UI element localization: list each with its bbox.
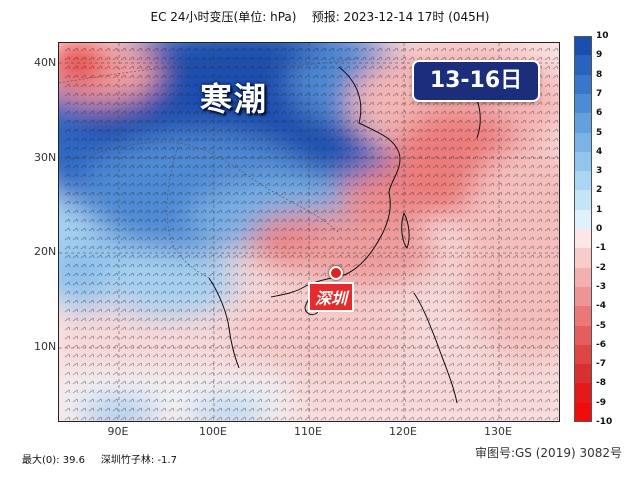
lon-label-100e: 100E	[199, 425, 227, 438]
cold-wave-label: 寒潮	[200, 80, 269, 118]
colorbar-tick-label: -6	[596, 339, 606, 350]
colorbar-cell	[574, 286, 592, 307]
colorbar-cell	[574, 55, 592, 76]
colorbar-cell	[574, 209, 592, 230]
lat-label-10n: 10N	[34, 340, 57, 353]
colorbar-tick-label: 8	[596, 69, 603, 80]
lat-label-20n: 20N	[34, 245, 57, 258]
colorbar-tick-label: 2	[596, 185, 603, 196]
colorbar-cell	[574, 36, 592, 56]
lon-label-90e: 90E	[107, 425, 129, 438]
colorbar-tick-label: 9	[596, 50, 603, 61]
lat-label-40n: 40N	[34, 56, 57, 69]
colorbar-cell	[574, 171, 592, 191]
colorbar-tick-label: 10	[596, 31, 609, 41]
colorbar-tick-label: 4	[596, 146, 603, 157]
colorbar-cell	[574, 344, 592, 365]
colorbar-tick-label: -8	[596, 378, 606, 389]
lat-label-30n: 30N	[34, 151, 57, 164]
colorbar-cell	[574, 325, 592, 346]
colorbar-tick-label: -10	[596, 417, 613, 427]
colorbar-tick-label: 1	[596, 204, 603, 215]
city-label: 深圳	[308, 282, 355, 312]
lon-label-110e: 110E	[294, 425, 322, 438]
colorbar-cell	[574, 132, 592, 153]
colorbar-cell	[574, 364, 592, 384]
colorbar-cell	[574, 151, 592, 172]
colorbar-cell	[574, 402, 592, 423]
colorbar-cell	[574, 93, 592, 114]
colorbar-tick-label: -7	[596, 359, 606, 370]
colorbar-tick-label: -4	[596, 301, 606, 312]
colorbar-cell	[574, 74, 592, 95]
colorbar-cell	[574, 229, 592, 249]
colorbar-tick-label: -1	[596, 243, 606, 254]
colorbar-cell	[574, 383, 592, 404]
colorbar-cell	[574, 267, 592, 288]
lon-label-130e: 130E	[484, 425, 512, 438]
colorbar-tick-label: 3	[596, 166, 603, 177]
lon-label-120e: 120E	[389, 425, 417, 438]
colorbar-tick-label: -2	[596, 262, 606, 273]
colorbar-tick-label: -3	[596, 281, 606, 292]
date-range-badge: 13-16日	[414, 62, 538, 100]
map-approval-number: 审图号:GS (2019) 3082号	[474, 446, 622, 460]
colorbar-cell	[574, 113, 592, 133]
colorbar-cell	[574, 190, 592, 211]
city-marker	[329, 266, 343, 280]
footer-stats: 最大(0): 39.6 深圳竹子林: -1.7	[22, 455, 177, 466]
colorbar-cell	[574, 248, 592, 269]
colorbar-tick-label: 5	[596, 127, 603, 138]
borders	[59, 57, 360, 279]
colorbar-tick-label: 7	[596, 88, 603, 99]
colorbar-tick-label: -5	[596, 320, 606, 331]
colorbar	[574, 36, 592, 423]
colorbar-tick-label: 0	[596, 224, 603, 234]
colorbar-tick-label: 6	[596, 108, 603, 119]
wind-barbs	[64, 47, 559, 421]
colorbar-tick-label: -9	[596, 397, 606, 408]
map-title: EC 24小时变压(单位: hPa) 预报: 2023-12-14 17时 (0…	[150, 10, 490, 24]
colorbar-cell	[574, 306, 592, 326]
